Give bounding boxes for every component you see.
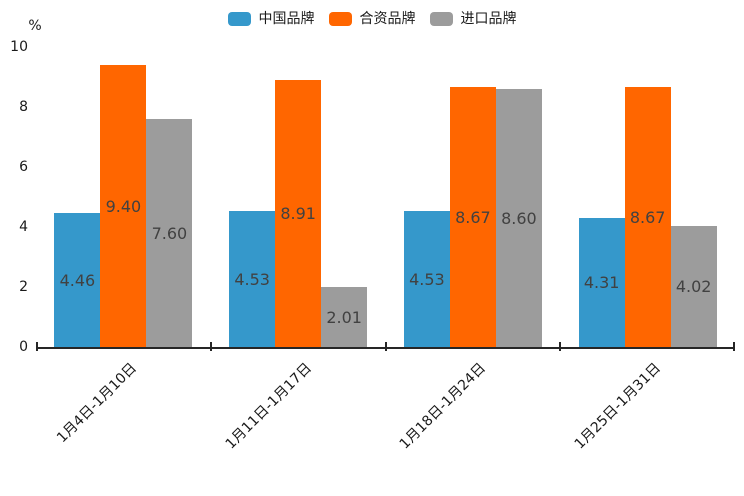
x-axis-tick	[559, 342, 562, 351]
category-group: 4.53 8.91 2.01 1月11日-1月17日	[211, 47, 386, 452]
bar-value-label: 4.02	[675, 277, 712, 296]
bar: 2.01	[321, 287, 368, 347]
bar: 4.02	[670, 226, 717, 347]
bar: 8.60	[495, 89, 542, 347]
bar: 4.53	[403, 211, 450, 347]
x-axis-tick	[36, 342, 38, 351]
legend-swatch-icon	[227, 12, 251, 26]
bar: 8.67	[449, 87, 496, 347]
y-tick-label: 10	[10, 39, 28, 55]
bar-value-label: 4.46	[59, 270, 96, 290]
legend-item: 合资品牌	[328, 9, 416, 29]
bar-value-label: 8.67	[455, 207, 491, 227]
x-tick-label: 1月25日-1月31日	[571, 360, 665, 453]
bar-value-label: 8.67	[629, 207, 666, 227]
x-tick-label: 1月18日-1月24日	[397, 360, 490, 453]
legend-item: 进口品牌	[429, 9, 517, 29]
legend-label: 中国品牌	[258, 11, 315, 27]
category-group: 4.31 8.67 4.02 1月25日-1月31日	[560, 47, 735, 452]
bar: 8.67	[624, 87, 671, 347]
x-tick-label: 1月4日-1月10日	[53, 360, 140, 447]
legend-swatch-icon	[328, 12, 352, 26]
category-group: 4.53 8.67 8.60 1月18日-1月24日	[386, 47, 561, 452]
y-axis-unit-label: %	[28, 18, 42, 34]
bar-cluster: 4.53 8.67 8.60	[386, 47, 561, 347]
bar: 4.46	[54, 213, 101, 347]
bar-value-label: 4.53	[234, 269, 270, 289]
chart-legend: 中国品牌 合资品牌 进口品牌	[0, 9, 744, 29]
x-axis-tick	[209, 342, 212, 351]
bar: 7.60	[146, 119, 193, 347]
bar-value-label: 9.40	[105, 196, 142, 216]
bar: 8.91	[275, 80, 322, 347]
x-axis-tick	[733, 342, 735, 351]
bar-cluster: 4.31 8.67 4.02	[560, 47, 735, 347]
y-axis-tick-labels: 0 2 4 6 8 10	[0, 39, 28, 355]
y-tick-label: 6	[19, 159, 28, 175]
bar-value-label: 4.31	[583, 273, 620, 292]
y-tick-label: 2	[19, 279, 28, 295]
category-group: 4.46 9.40 7.60 1月4日-1月10日	[36, 47, 211, 446]
bar-value-label: 8.60	[501, 208, 537, 228]
plot-area: 4.46 9.40 7.60 1月4日-1月10日 4.53 8.91 2.01 1月11日-…	[36, 47, 735, 452]
x-tick-label: 1月11日-1月17日	[222, 360, 315, 453]
bar-cluster: 4.46 9.40 7.60	[36, 47, 211, 347]
bar-value-label: 2.01	[326, 307, 362, 327]
y-tick-label: 4	[19, 219, 28, 235]
legend-label: 合资品牌	[359, 11, 416, 27]
bar-groups: 4.46 9.40 7.60 1月4日-1月10日 4.53 8.91 2.01 1月11日-…	[36, 47, 735, 452]
y-tick-label: 8	[19, 99, 28, 115]
bar-value-label: 8.91	[280, 204, 316, 223]
bar: 4.53	[229, 211, 276, 347]
legend-item: 中国品牌	[227, 9, 315, 29]
legend-swatch-icon	[429, 12, 453, 26]
bar-value-label: 7.60	[151, 223, 188, 243]
bar-value-label: 4.53	[409, 269, 445, 289]
legend-label: 进口品牌	[460, 11, 517, 27]
bar-cluster: 4.53 8.91 2.01	[211, 47, 386, 347]
y-tick-label: 0	[19, 339, 28, 355]
bar: 9.40	[100, 65, 147, 347]
x-axis-tick	[384, 342, 387, 351]
bar: 4.31	[578, 218, 625, 347]
